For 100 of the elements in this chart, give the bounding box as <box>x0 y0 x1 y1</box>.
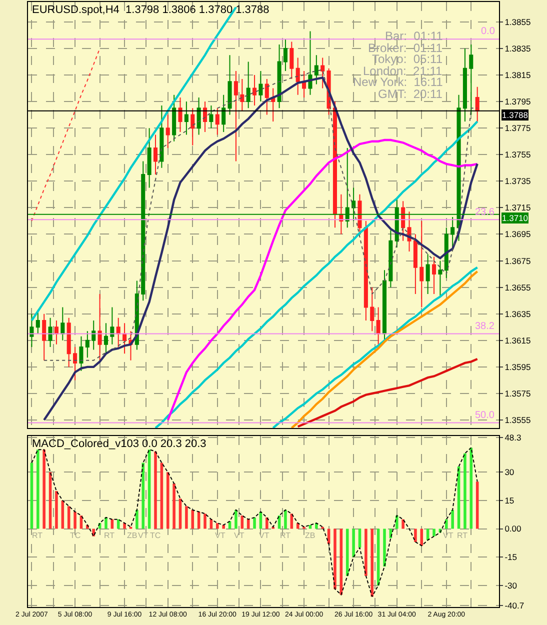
bar <box>222 524 225 529</box>
annotation: VT <box>234 531 244 540</box>
chart-title: EURUSD.spot,H4 1.3798 1.3806 1.3780 1.3788 <box>32 4 270 16</box>
bar <box>414 528 417 542</box>
y-tick-label: 1.3595 <box>504 362 531 372</box>
bar <box>104 517 108 529</box>
candlestick <box>147 128 152 188</box>
annotation: TC <box>70 531 81 540</box>
candlestick <box>240 78 244 112</box>
candlestick <box>475 86 480 122</box>
bar <box>142 462 145 529</box>
bar <box>178 498 182 529</box>
annotation: 50.0 <box>475 410 495 421</box>
candlestick <box>172 94 176 142</box>
candlestick <box>420 220 424 308</box>
candlestick <box>209 105 214 129</box>
candlestick <box>308 30 312 96</box>
bar <box>445 519 448 529</box>
candlestick <box>258 70 263 102</box>
candlestick <box>178 97 182 133</box>
annotation: VT <box>443 531 454 540</box>
candlestick <box>110 306 114 345</box>
candlestick <box>66 317 71 368</box>
ref-line-label: 1.3788 <box>502 110 528 120</box>
candlestick <box>271 88 276 122</box>
annotation: RT <box>104 531 115 540</box>
bar <box>36 450 40 529</box>
annotation: VT <box>215 531 226 540</box>
candlestick <box>332 101 337 228</box>
bar <box>110 519 114 529</box>
candlestick <box>438 260 442 298</box>
candlestick <box>426 254 430 294</box>
annotation: New York: 16:11 <box>353 75 444 89</box>
candlestick <box>252 74 257 106</box>
bar <box>204 514 206 529</box>
bar <box>234 510 238 529</box>
y-tick-label: -40.7 <box>504 600 524 610</box>
bar <box>395 516 398 529</box>
bar <box>253 517 256 529</box>
bar <box>346 528 349 576</box>
annotation: RT <box>32 531 43 540</box>
bar <box>116 519 120 529</box>
annotation: TC <box>150 531 161 540</box>
annotation: London: 21:11 <box>363 64 443 78</box>
bar <box>308 524 312 529</box>
candlestick <box>382 270 387 341</box>
y-tick-label: 0.00 <box>504 524 522 534</box>
candlestick <box>339 194 344 235</box>
bar <box>136 510 138 529</box>
text: 0.0 <box>481 26 496 37</box>
bar <box>370 528 374 597</box>
candlestick <box>469 44 474 116</box>
candlestick <box>184 101 188 136</box>
candlestick <box>444 227 448 279</box>
bar <box>266 517 268 529</box>
bar <box>216 523 219 529</box>
candlestick <box>85 330 90 358</box>
bar <box>432 528 436 536</box>
bar <box>185 506 188 529</box>
bar <box>451 510 454 529</box>
candlestick <box>166 114 170 148</box>
candlestick <box>228 54 232 116</box>
bar <box>42 450 46 529</box>
y-tick-label: 1.3855 <box>504 16 531 27</box>
candlestick <box>364 220 368 321</box>
bar <box>74 512 76 529</box>
candlestick <box>116 317 120 348</box>
bar <box>364 528 368 576</box>
bar <box>67 506 70 529</box>
candlestick <box>203 101 208 133</box>
candlestick <box>314 54 318 85</box>
y-tick-label: 1.3655 <box>504 282 531 292</box>
candlestick <box>234 70 238 162</box>
candlestick <box>376 306 380 345</box>
candlestick <box>42 313 46 361</box>
y-tick-label: 1.3675 <box>504 256 531 266</box>
candlestick <box>122 322 127 354</box>
candlestick <box>92 320 96 350</box>
annotation: RT <box>280 531 291 540</box>
candlestick <box>98 293 102 361</box>
candlestick <box>277 44 282 109</box>
bar <box>464 453 466 529</box>
candlestick <box>413 234 418 294</box>
candlestick <box>215 108 220 136</box>
bar <box>30 462 34 529</box>
bar <box>402 519 404 529</box>
y-tick-label: 1.3795 <box>504 96 531 107</box>
annotation: Broker: 01:11 <box>368 41 443 55</box>
bar <box>420 528 424 546</box>
annotation: RT <box>457 531 468 540</box>
bar <box>334 528 336 590</box>
y-tick-label: 1.3575 <box>504 388 531 398</box>
line-series <box>31 48 100 222</box>
y-tick-label: 1.3835 <box>504 43 531 54</box>
candlestick <box>283 38 288 72</box>
candlestick <box>190 108 195 146</box>
chart-title: MACD_Colored_v103 0.0 20.3 20.3 <box>32 438 206 450</box>
line-series <box>30 6 238 322</box>
candlestick <box>432 256 436 294</box>
bar <box>352 528 355 558</box>
